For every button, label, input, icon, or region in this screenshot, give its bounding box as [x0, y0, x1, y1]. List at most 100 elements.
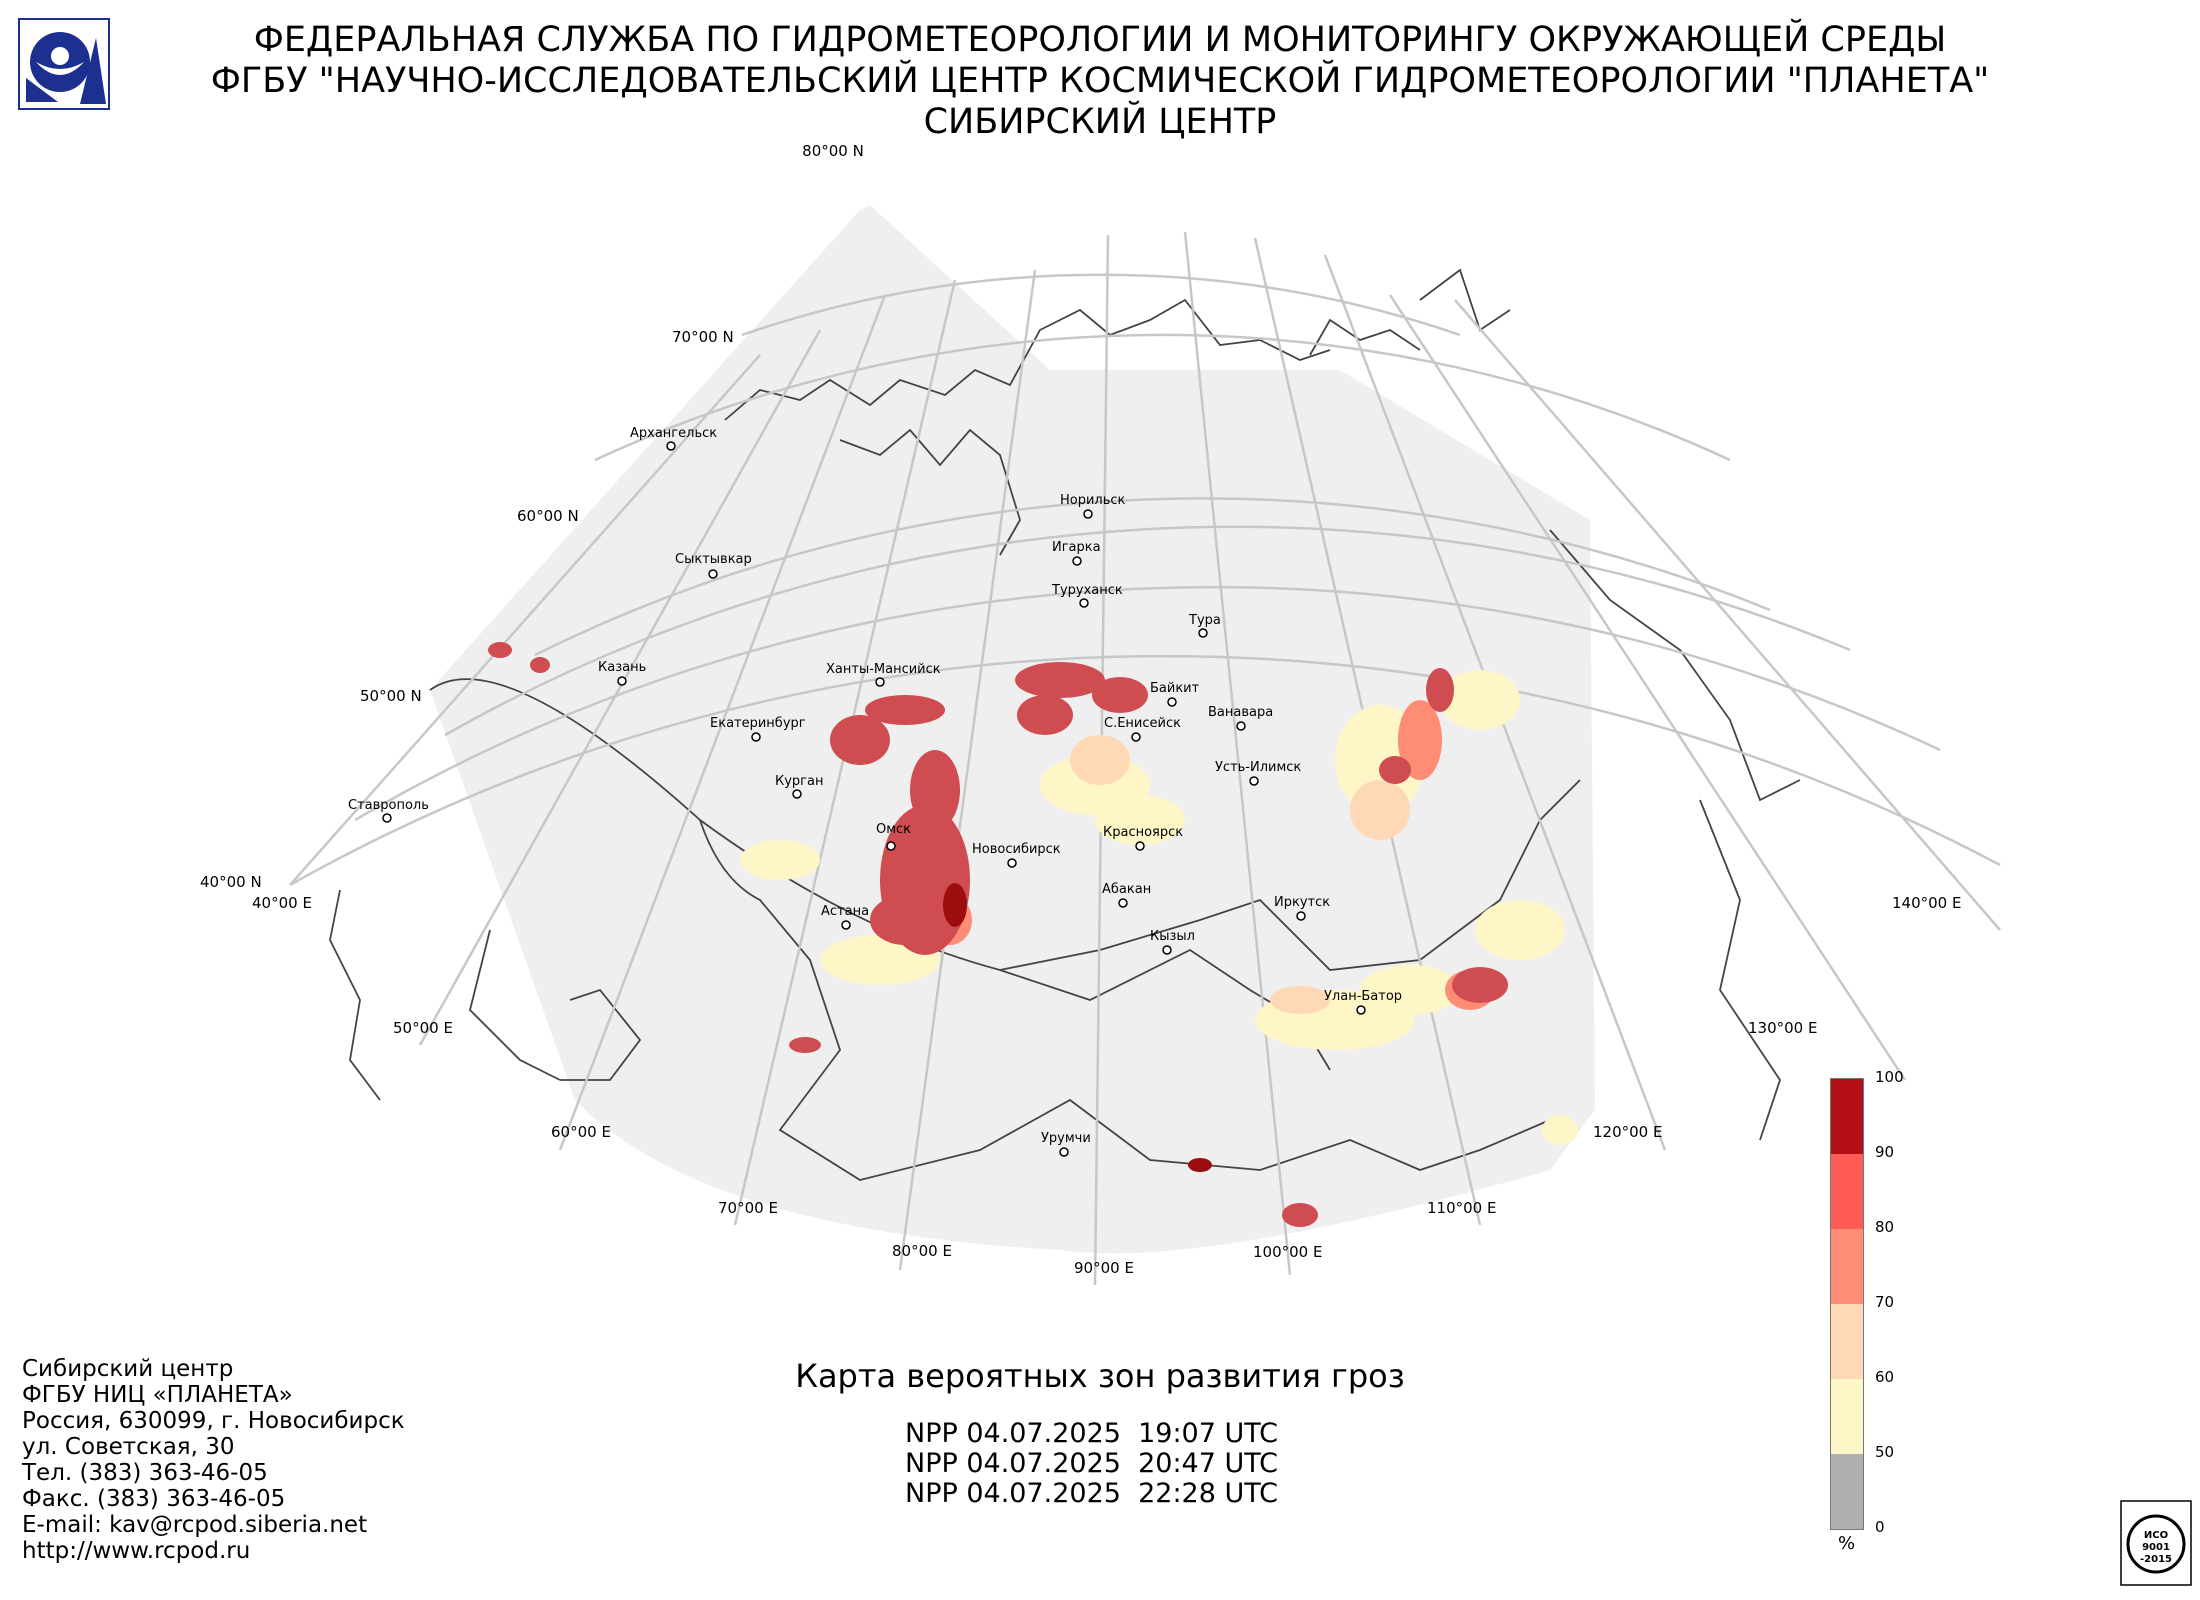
city-marker [875, 677, 885, 687]
pass-time-1: NPP 04.07.2025 19:07 UTC [905, 1418, 1279, 1449]
lat-label-40: 40°00 N [200, 873, 262, 891]
city-marker [751, 732, 761, 742]
city-label: Архангельск [630, 426, 717, 441]
lon-label-80: 80°00 E [892, 1242, 952, 1260]
contact-line: ул. Советская, 30 [22, 1434, 235, 1460]
city-label: Туруханск [1051, 583, 1123, 598]
pass-time-3: NPP 04.07.2025 22:28 UTC [905, 1478, 1279, 1509]
lon-label-140: 140°00 E [1892, 894, 1961, 912]
city-label: Казань [598, 660, 646, 675]
city-marker [1083, 509, 1093, 519]
city-label: Норильск [1060, 493, 1126, 508]
city-label: Ванавара [1208, 705, 1273, 720]
header-line-1: ФЕДЕРАЛЬНАЯ СЛУЖБА ПО ГИДРОМЕТЕОРОЛОГИИ … [253, 20, 1947, 60]
city-marker [1249, 776, 1259, 786]
header-line-2: ФГБУ "НАУЧНО-ИССЛЕДОВАТЕЛЬСКИЙ ЦЕНТР КОС… [210, 61, 1990, 101]
lat-label-70: 70°00 N [672, 328, 734, 346]
pass-time-2: NPP 04.07.2025 20:47 UTC [905, 1448, 1279, 1479]
legend-tick: 80 [1875, 1218, 1895, 1236]
legend-tick: 0 [1875, 1518, 1885, 1536]
legend-band-0-50 [1831, 1454, 1863, 1529]
city-marker [1162, 945, 1172, 955]
legend-band-90-100 [1831, 1079, 1863, 1154]
city-markers [382, 441, 1366, 1157]
city-label: Ханты-Мансийск [826, 662, 941, 677]
lon-label-50: 50°00 E [393, 1019, 453, 1037]
contact-line: Сибирский центр [22, 1356, 234, 1382]
legend-tick: 50 [1875, 1443, 1895, 1461]
header-line-3: СИБИРСКИЙ ЦЕНТР [923, 102, 1277, 142]
lon-label-100: 100°00 E [1253, 1243, 1322, 1261]
contact-info: Сибирский центр ФГБУ НИЦ «ПЛАНЕТА» Росси… [22, 1356, 405, 1564]
lon-label-90: 90°00 E [1074, 1259, 1134, 1277]
city-marker [1356, 1005, 1366, 1015]
lat-label-50: 50°00 N [360, 687, 422, 705]
city-label: Ставрополь [348, 798, 429, 813]
city-marker [1072, 556, 1082, 566]
lat-label-60: 60°00 N [517, 507, 579, 525]
lat-label-80: 80°00 N [802, 142, 864, 160]
city-marker [1198, 628, 1208, 638]
iso-certification-logo: ИСО 9001 -2015 [2120, 1500, 2192, 1586]
city-marker [382, 813, 392, 823]
city-label: Омск [876, 822, 911, 837]
storm-zones [488, 642, 1578, 1227]
city-label: С.Енисейск [1104, 716, 1181, 731]
city-marker [1296, 911, 1306, 921]
city-marker [1007, 858, 1017, 868]
city-label: Усть-Илимск [1215, 760, 1301, 775]
city-marker [1135, 841, 1145, 851]
city-label: Астана [821, 904, 869, 919]
contact-line: ФГБУ НИЦ «ПЛАНЕТА» [22, 1382, 293, 1408]
city-marker [617, 676, 627, 686]
city-marker [1059, 1147, 1069, 1157]
legend-unit: % [1838, 1533, 1856, 1554]
website-link[interactable]: http://www.rcpod.ru [22, 1538, 251, 1564]
lon-label-40: 40°00 E [252, 894, 312, 912]
legend-tick: 100 [1875, 1068, 1904, 1086]
city-marker [841, 920, 851, 930]
legend-band-50-60 [1831, 1379, 1863, 1454]
lon-label-130: 130°00 E [1748, 1019, 1817, 1037]
contact-line: Тел. (383) 363-46-05 [22, 1460, 268, 1486]
city-marker [1118, 898, 1128, 908]
svg-text:ИСО: ИСО [2144, 1530, 2168, 1541]
legend-tick: 70 [1875, 1293, 1895, 1311]
color-legend [1830, 1078, 1864, 1530]
city-marker [1079, 598, 1089, 608]
city-label: Кызыл [1150, 929, 1195, 944]
lon-label-120: 120°00 E [1593, 1123, 1662, 1141]
roshydromet-logo [18, 18, 110, 110]
legend-tick: 60 [1875, 1368, 1895, 1386]
email-link[interactable]: E-mail: kav@rcpod.siberia.net [22, 1512, 368, 1538]
city-label: Байкит [1150, 681, 1200, 696]
city-label: Новосибирск [972, 842, 1061, 857]
svg-text:-2015: -2015 [2140, 1554, 2172, 1565]
lon-label-110: 110°00 E [1427, 1199, 1496, 1217]
map-title: Карта вероятных зон развития гроз [795, 1357, 1405, 1395]
legend-tick: 90 [1875, 1143, 1895, 1161]
city-label: Иркутск [1274, 895, 1330, 910]
city-label: Сыктывкар [675, 552, 752, 567]
city-marker [886, 841, 896, 851]
city-marker [666, 441, 676, 451]
legend-band-70-80 [1831, 1229, 1863, 1304]
city-marker [792, 789, 802, 799]
city-marker [708, 569, 718, 579]
city-label: Курган [775, 774, 823, 789]
city-label: Екатеринбург [710, 716, 806, 731]
city-label: Тура [1188, 613, 1221, 628]
city-marker [1131, 732, 1141, 742]
coastlines [329, 268, 1801, 1181]
legend-band-80-90 [1831, 1154, 1863, 1229]
city-label: Улан-Батор [1324, 989, 1402, 1004]
city-marker [1236, 721, 1246, 731]
city-marker [1167, 697, 1177, 707]
city-label: Красноярск [1103, 825, 1183, 840]
city-label: Урумчи [1041, 1131, 1091, 1146]
legend-band-60-70 [1831, 1304, 1863, 1379]
lon-label-70: 70°00 E [718, 1199, 778, 1217]
lon-label-60: 60°00 E [551, 1123, 611, 1141]
contact-line: Россия, 630099, г. Новосибирск [22, 1408, 405, 1434]
